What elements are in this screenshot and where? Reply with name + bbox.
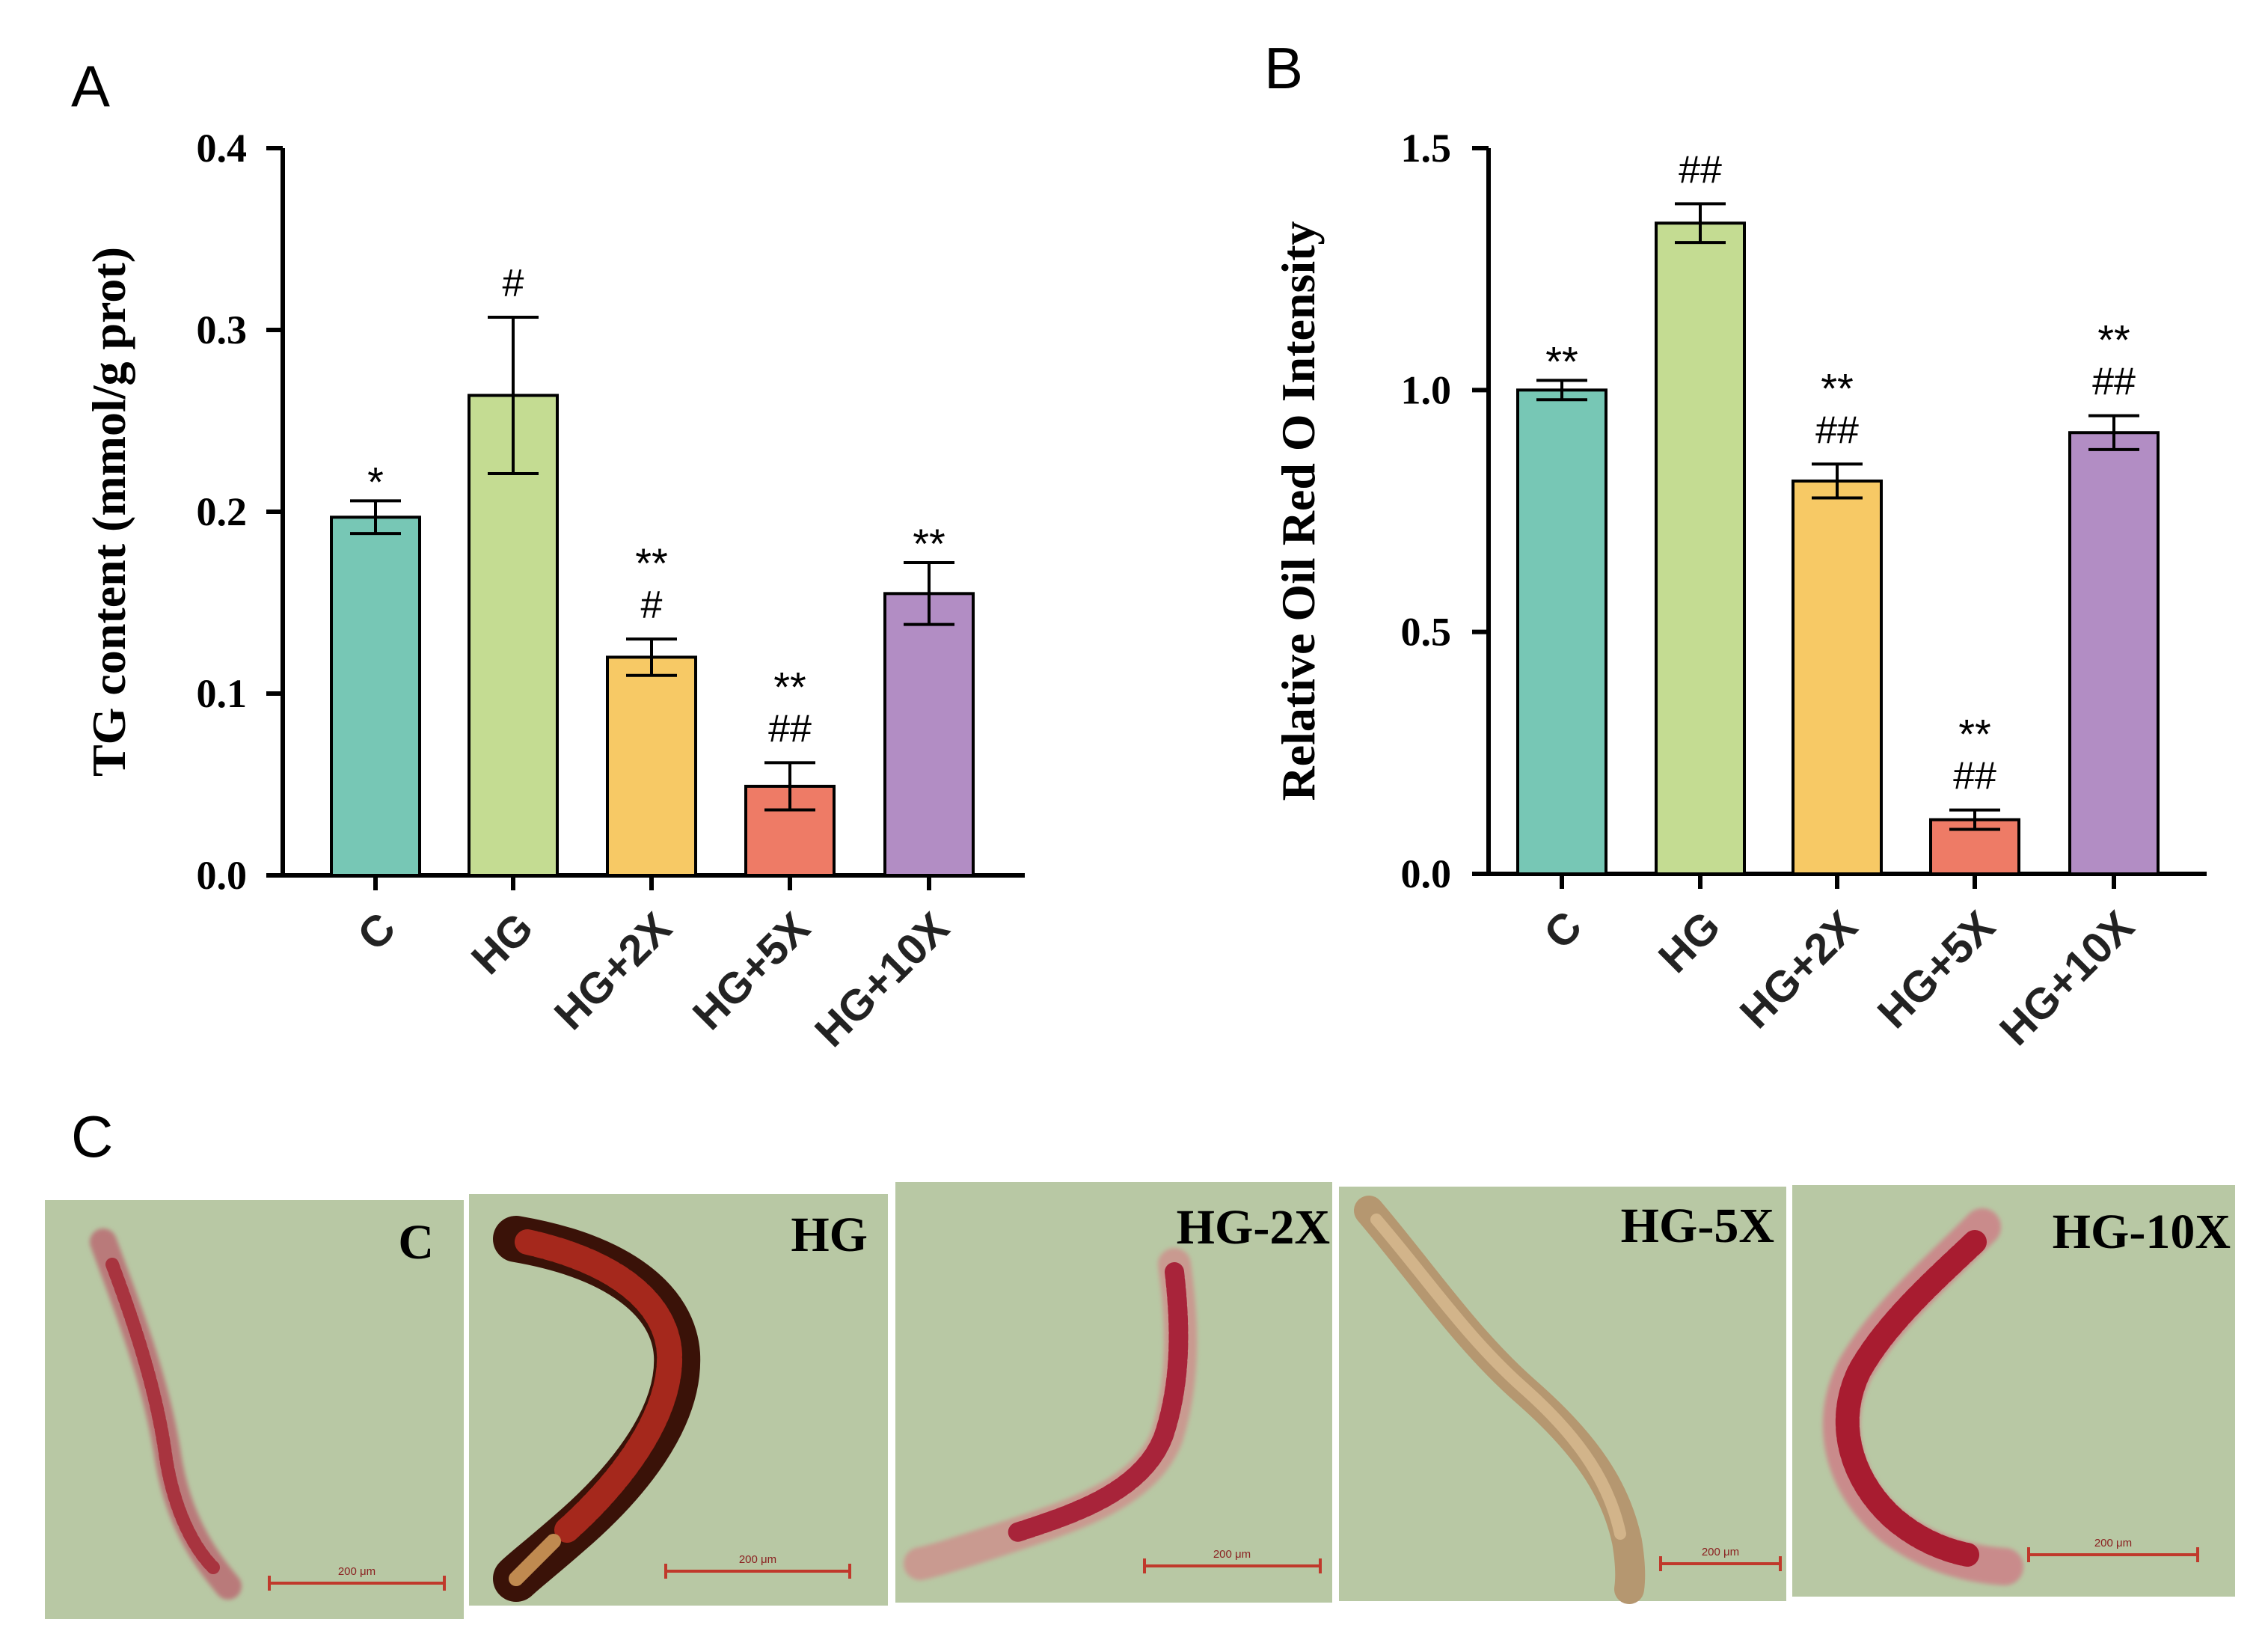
significance-mark: ** xyxy=(773,663,806,710)
y-tick-label: 0.3 xyxy=(197,308,248,352)
y-tick-label: 0.0 xyxy=(1401,851,1452,896)
category-label: HG+10X xyxy=(806,903,959,1056)
bar xyxy=(883,592,975,877)
micrograph-hg-10x: 200 μm HG-10X xyxy=(1792,1185,2235,1597)
scale-bar-label: 200 μm xyxy=(1702,1546,1739,1558)
worm-tail xyxy=(509,1534,561,1586)
significance-mark: ## xyxy=(768,707,812,750)
significance-mark: ** xyxy=(2097,316,2130,364)
category-label: HG+5X xyxy=(684,903,820,1039)
y-tick-label: 0.2 xyxy=(197,489,248,534)
y-tick-label: 0.5 xyxy=(1401,610,1452,655)
bar xyxy=(468,394,559,877)
micrograph-strip: 200 μm C 200 μm HG 200 μm HG-2X xyxy=(45,1182,2235,1619)
significance-mark: ## xyxy=(1679,148,1722,192)
y-tick-label: 0.0 xyxy=(197,853,248,898)
panel-label-b: B xyxy=(1264,35,1303,101)
micrograph-label: HG-5X xyxy=(1621,1199,1774,1253)
significance-mark: ## xyxy=(2092,361,2136,404)
significance-mark: ** xyxy=(1958,711,1991,758)
significance-mark: ** xyxy=(1821,364,1854,412)
y-axis-label: TG content (mmol/g prot) xyxy=(82,247,135,777)
worm-gut xyxy=(1370,1214,1626,1540)
significance-mark: * xyxy=(367,458,384,505)
bar xyxy=(1516,388,1607,875)
category-label: HG xyxy=(462,903,542,983)
bar xyxy=(1792,479,1883,875)
scale-bar-label: 200 μm xyxy=(2094,1537,2132,1549)
scale-bar-label: 200 μm xyxy=(338,1565,376,1578)
significance-mark: ** xyxy=(1545,337,1578,385)
category-label: C xyxy=(1535,902,1592,958)
significance-mark: # xyxy=(641,584,663,627)
category-label: HG+2X xyxy=(545,903,681,1039)
category-label: HG+2X xyxy=(1731,902,1867,1038)
y-tick-label: 1.5 xyxy=(1401,126,1452,171)
lipid-staining xyxy=(515,1229,683,1543)
bar xyxy=(606,655,697,878)
significance-mark: # xyxy=(503,262,524,305)
micrograph-label: C xyxy=(398,1215,434,1270)
category-label: C xyxy=(349,903,405,960)
y-tick-label: 1.0 xyxy=(1401,367,1452,412)
micrograph-hg-5x: 200 μm HG-5X xyxy=(1339,1187,1786,1604)
bar xyxy=(330,515,421,877)
micrograph-hg: 200 μm HG xyxy=(469,1194,888,1606)
category-label: HG+5X xyxy=(1869,902,2005,1038)
scale-bar-label: 200 μm xyxy=(1213,1548,1251,1561)
significance-mark: ** xyxy=(635,539,668,587)
lipid-staining xyxy=(105,1258,220,1574)
y-axis-label: Relative Oil Red O Intensity xyxy=(1272,221,1325,801)
lipid-staining xyxy=(1835,1230,1987,1567)
significance-mark: ** xyxy=(913,520,945,567)
y-tick-label: 0.1 xyxy=(197,671,248,716)
chart-a: 0.0 0.1 0.2 0.3 0.4 TG content (mmol/g prot) *… xyxy=(82,126,1025,1056)
micrograph-c: 200 μm C xyxy=(45,1200,464,1619)
micrograph-hg-2x: 200 μm HG-2X xyxy=(895,1182,1332,1603)
bar xyxy=(2068,431,2160,875)
micrograph-label: HG-2X xyxy=(1177,1200,1330,1255)
significance-mark: ## xyxy=(1953,755,1996,798)
panel-label-a: A xyxy=(71,53,110,119)
category-label: HG xyxy=(1649,902,1729,982)
panel-label-c: C xyxy=(71,1104,113,1169)
chart-b: 0.0 0.5 1.0 1.5 Relative Oil Red O Intensity… xyxy=(1272,126,2207,1055)
scale-bar-label: 200 μm xyxy=(739,1553,776,1566)
micrograph-label: HG-10X xyxy=(2053,1205,2231,1259)
y-tick-label: 0.4 xyxy=(197,126,248,171)
micrograph-label: HG xyxy=(791,1208,868,1262)
significance-mark: ## xyxy=(1815,409,1859,452)
lipid-staining xyxy=(1008,1262,1189,1542)
category-label: HG+10X xyxy=(1990,902,2144,1055)
bar xyxy=(1655,221,1746,875)
